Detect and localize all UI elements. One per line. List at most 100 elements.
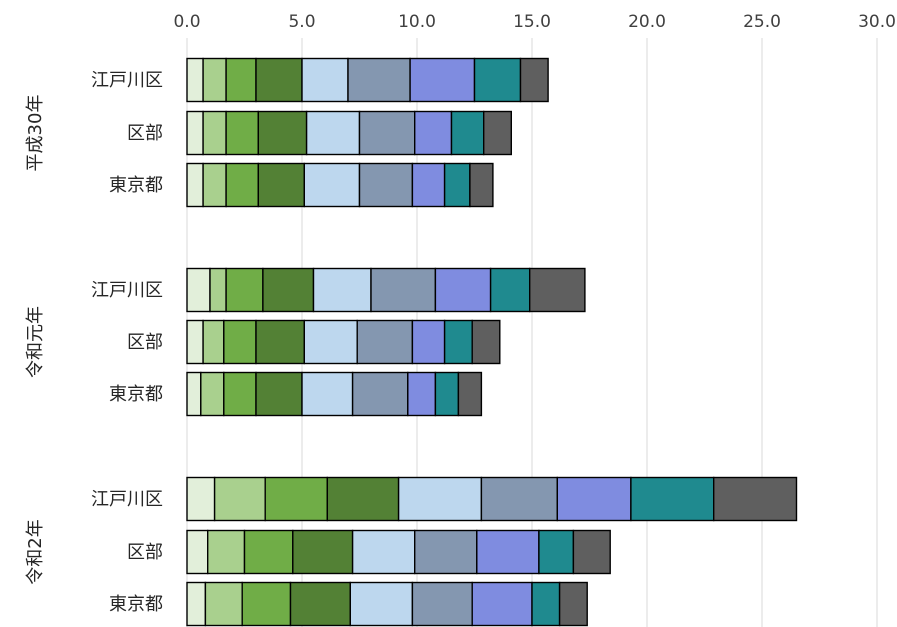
x-tick-label: 0.0 [173,12,200,32]
group-label: 令和2年 [25,519,46,584]
bar-segment [303,319,358,365]
bar-segment [257,110,308,156]
bar-segment [257,162,305,208]
bar-segment [471,319,501,365]
bar-segment [225,162,260,208]
bar-segment [223,319,257,365]
bar-segment [434,267,492,313]
bar-segment [305,110,361,156]
bar-segment [370,267,437,313]
bar-row [186,110,513,156]
bar-segment [358,162,414,208]
bar-segment [186,162,204,208]
bar-segment [202,57,227,103]
bar-segment [301,57,349,103]
x-tick-label: 5.0 [288,12,315,32]
x-tick-label: 25.0 [743,12,781,32]
bar-segment [407,371,437,417]
bar-segment [186,319,204,365]
bar-segment [204,581,243,627]
bar-segment [471,581,533,627]
bar-segment [351,371,409,417]
bar-segment [225,110,260,156]
bar-segment [351,529,416,575]
bar-row [186,57,549,103]
bar-segment [186,581,207,627]
bar-segment [356,319,414,365]
bar-segment [202,162,227,208]
bar-segment [186,371,202,417]
bar-segment [411,319,446,365]
x-tick-label: 15.0 [513,12,551,32]
bar-segment [713,476,798,522]
bar-segment [411,581,473,627]
bar-segment [186,476,216,522]
bar-segment [630,476,715,522]
bar-segment [255,57,303,103]
bar-segment [349,581,414,627]
bar-segment [262,267,315,313]
bar-row [186,581,588,627]
x-tick-label: 30.0 [858,12,896,32]
bar-row [186,319,501,365]
bar-segment [312,267,372,313]
bar-segment [558,581,588,627]
bar-segment [450,110,485,156]
category-label: 区部 [127,542,163,563]
bar-segment [200,371,225,417]
group-label: 令和元年 [25,306,46,378]
bar-segment [480,476,558,522]
bar-segment [202,319,225,365]
bar-segment [469,162,494,208]
bar-segment [476,529,540,575]
x-tick-label: 10.0 [398,12,436,32]
bar-segment [255,371,303,417]
bar-segment [225,57,257,103]
bar-segment [206,529,246,575]
bar-segment [489,267,531,313]
bar-row [186,371,483,417]
bar-segment [531,581,561,627]
category-label: 東京都 [109,594,163,615]
bar-segment [292,529,354,575]
category-label: 江戸川区 [91,70,163,91]
bar-segment [186,267,211,313]
bar-segment [213,476,266,522]
category-label: 区部 [127,332,163,353]
bar-segment [186,529,209,575]
bar-segment [411,162,446,208]
bar-segment [414,110,453,156]
bar-segment [255,319,305,365]
bar-segment [397,476,483,522]
bar-segment [457,371,483,417]
bar-segment [326,476,400,522]
bar-segment [529,267,586,313]
bar-segment [289,581,351,627]
bar-segment [519,57,549,103]
bar-segment [241,581,292,627]
bars [186,57,798,627]
bar-segment [473,57,522,103]
bar-segment [443,162,471,208]
bar-segment [301,371,354,417]
bar-segment [186,110,204,156]
bar-segment [209,267,227,313]
bar-segment [223,371,257,417]
bar-segment [434,371,460,417]
bar-row [186,267,586,313]
category-label: 東京都 [109,175,163,196]
category-label: 区部 [127,123,163,144]
group-label: 平成30年 [25,95,46,172]
bar-row [186,529,611,575]
bar-segment [358,110,416,156]
bar-segment [556,476,632,522]
category-label: 江戸川区 [91,280,163,301]
bar-segment [572,529,611,575]
bar-row [186,162,494,208]
category-label: 東京都 [109,384,163,405]
bar-segment [409,57,476,103]
bar-segment [202,110,227,156]
